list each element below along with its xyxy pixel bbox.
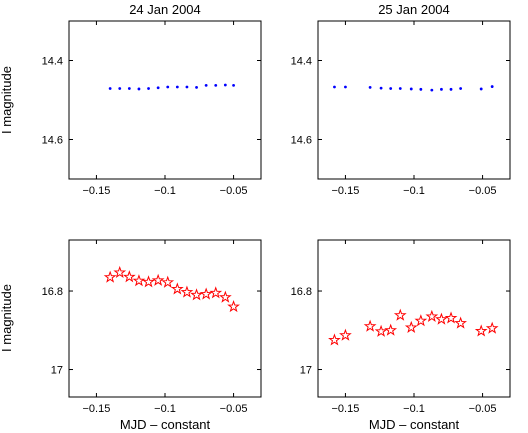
- dot-data-point: [419, 87, 423, 91]
- star-data-point: [404, 320, 418, 333]
- star-data-point: [199, 287, 213, 300]
- x-tick-label: −0.05: [469, 403, 497, 415]
- y-axis-label: I magnitude: [0, 284, 14, 352]
- x-tick-label: −0.1: [403, 403, 425, 415]
- dot-data-point: [185, 85, 189, 89]
- star-data-point: [142, 275, 155, 288]
- dot-data-point: [137, 87, 141, 91]
- dot-data-point: [166, 85, 170, 89]
- chart-panel-25-jan-magnitude-lower: MJD – constant −0.15 −0.1 −0.05 16.8 17: [291, 239, 511, 432]
- dot-data-point: [214, 83, 218, 87]
- dot-data-point: [490, 85, 494, 88]
- dot-data-point: [379, 86, 383, 90]
- dot-data-point: [147, 87, 150, 90]
- axis-ticks: −0.15 −0.1 −0.05 14.4 14.6: [42, 21, 261, 197]
- dot-data-point: [204, 83, 208, 87]
- star-data-point: [113, 265, 127, 278]
- star-data-point: [161, 275, 175, 288]
- data-marks: [328, 308, 499, 346]
- y-tick-label: 14.4: [291, 56, 312, 68]
- y-tick-label: 14.6: [291, 135, 312, 147]
- dot-data-point: [440, 87, 443, 91]
- star-data-point: [435, 312, 448, 325]
- x-tick-label: −0.15: [83, 185, 111, 197]
- dot-data-point: [409, 87, 413, 91]
- star-data-point: [227, 300, 240, 313]
- x-tick-label: −0.1: [403, 185, 425, 197]
- y-tick-label: 14.6: [42, 135, 63, 147]
- plot-area: [317, 20, 511, 180]
- chart-panel-25-jan-magnitude-upper: 25 Jan 2004 −0.15 −0.1 −0.05 14.4 14.6: [291, 2, 511, 197]
- dot-data-point: [118, 87, 122, 90]
- star-data-point: [374, 324, 388, 337]
- x-tick-label: −0.15: [83, 403, 111, 415]
- dot-data-point: [449, 87, 453, 91]
- star-data-point: [218, 290, 232, 303]
- star-data-point: [474, 324, 488, 337]
- dot-data-point: [232, 83, 235, 87]
- y-axis-label: I magnitude: [0, 66, 14, 134]
- data-marks: [333, 85, 494, 92]
- panel-title: 25 Jan 2004: [378, 2, 450, 17]
- plot-area: [68, 239, 262, 398]
- x-axis-label: MJD – constant: [120, 417, 211, 432]
- x-tick-label: −0.1: [154, 185, 176, 197]
- data-marks: [108, 83, 235, 91]
- x-tick-label: −0.15: [332, 185, 360, 197]
- star-data-point: [485, 321, 499, 334]
- star-data-point: [454, 316, 467, 329]
- star-data-point: [393, 308, 407, 321]
- star-data-point: [151, 273, 165, 286]
- star-data-point: [425, 309, 439, 322]
- star-data-point: [363, 319, 377, 332]
- y-tick-label: 16.8: [291, 286, 312, 298]
- x-tick-label: −0.05: [220, 185, 248, 197]
- dot-data-point: [108, 87, 112, 90]
- star-data-point: [103, 270, 117, 283]
- star-data-point: [444, 311, 458, 324]
- star-data-point: [339, 328, 352, 341]
- dot-data-point: [459, 87, 463, 90]
- star-data-point: [132, 274, 146, 287]
- x-tick-label: −0.05: [220, 403, 248, 415]
- y-tick-label: 16.8: [42, 286, 63, 298]
- x-tick-label: −0.1: [154, 403, 176, 415]
- star-data-point: [122, 270, 136, 283]
- data-marks: [103, 265, 240, 313]
- dot-data-point: [479, 87, 483, 91]
- star-data-point: [209, 286, 223, 299]
- dot-data-point: [389, 87, 393, 90]
- dot-data-point: [368, 85, 372, 89]
- plot-area: [317, 239, 511, 398]
- axis-ticks: −0.15 −0.1 −0.05 14.4 14.6: [291, 21, 510, 197]
- dot-data-point: [195, 85, 198, 89]
- panel-title: 24 Jan 2004: [129, 2, 201, 17]
- star-data-point: [414, 314, 428, 327]
- x-tick-label: −0.05: [469, 185, 497, 197]
- axis-ticks: −0.15 −0.1 −0.05 16.8 17: [291, 240, 510, 415]
- chart-panel-24-jan-magnitude-upper: 24 Jan 2004 I magnitude −0.15 −0.1 −0.05 14…: [0, 2, 262, 197]
- y-tick-label: 17: [300, 365, 312, 377]
- y-tick-label: 17: [51, 365, 63, 377]
- dot-data-point: [127, 87, 131, 90]
- x-axis-label: MJD – constant: [369, 417, 460, 432]
- dot-data-point: [223, 83, 227, 87]
- star-data-point: [328, 333, 341, 346]
- star-data-point: [170, 282, 184, 295]
- star-data-point: [190, 288, 203, 301]
- star-data-point: [384, 323, 398, 336]
- dot-data-point: [175, 85, 179, 89]
- x-tick-label: −0.15: [332, 403, 360, 415]
- chart-panel-24-jan-magnitude-lower: I magnitude MJD – constant −0.15 −0.1 −0.0…: [0, 239, 262, 432]
- dot-data-point: [398, 87, 402, 90]
- axis-ticks: −0.15 −0.1 −0.05 16.8 17: [42, 240, 261, 415]
- y-tick-label: 14.4: [42, 56, 63, 68]
- dot-data-point: [430, 88, 434, 92]
- dot-data-point: [156, 86, 160, 90]
- dot-data-point: [344, 85, 347, 89]
- star-data-point: [180, 285, 194, 298]
- plot-area: [68, 20, 262, 180]
- dot-data-point: [333, 85, 336, 89]
